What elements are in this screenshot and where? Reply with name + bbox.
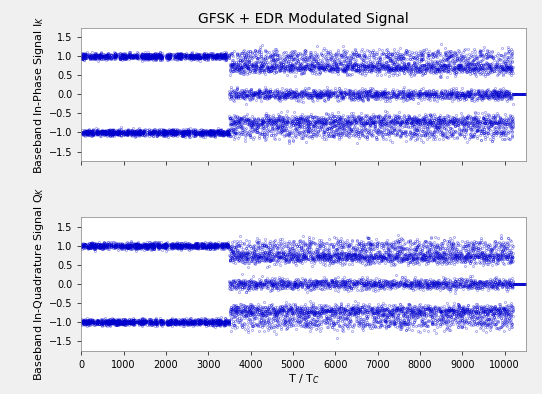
Y-axis label: Baseband In-Phase Signal I$_K$: Baseband In-Phase Signal I$_K$	[32, 15, 46, 173]
Title: GFSK + EDR Modulated Signal: GFSK + EDR Modulated Signal	[198, 13, 409, 26]
X-axis label: T / T$_C$: T / T$_C$	[288, 372, 319, 386]
Y-axis label: Baseband In-Quadrature Signal Q$_K$: Baseband In-Quadrature Signal Q$_K$	[32, 187, 46, 381]
